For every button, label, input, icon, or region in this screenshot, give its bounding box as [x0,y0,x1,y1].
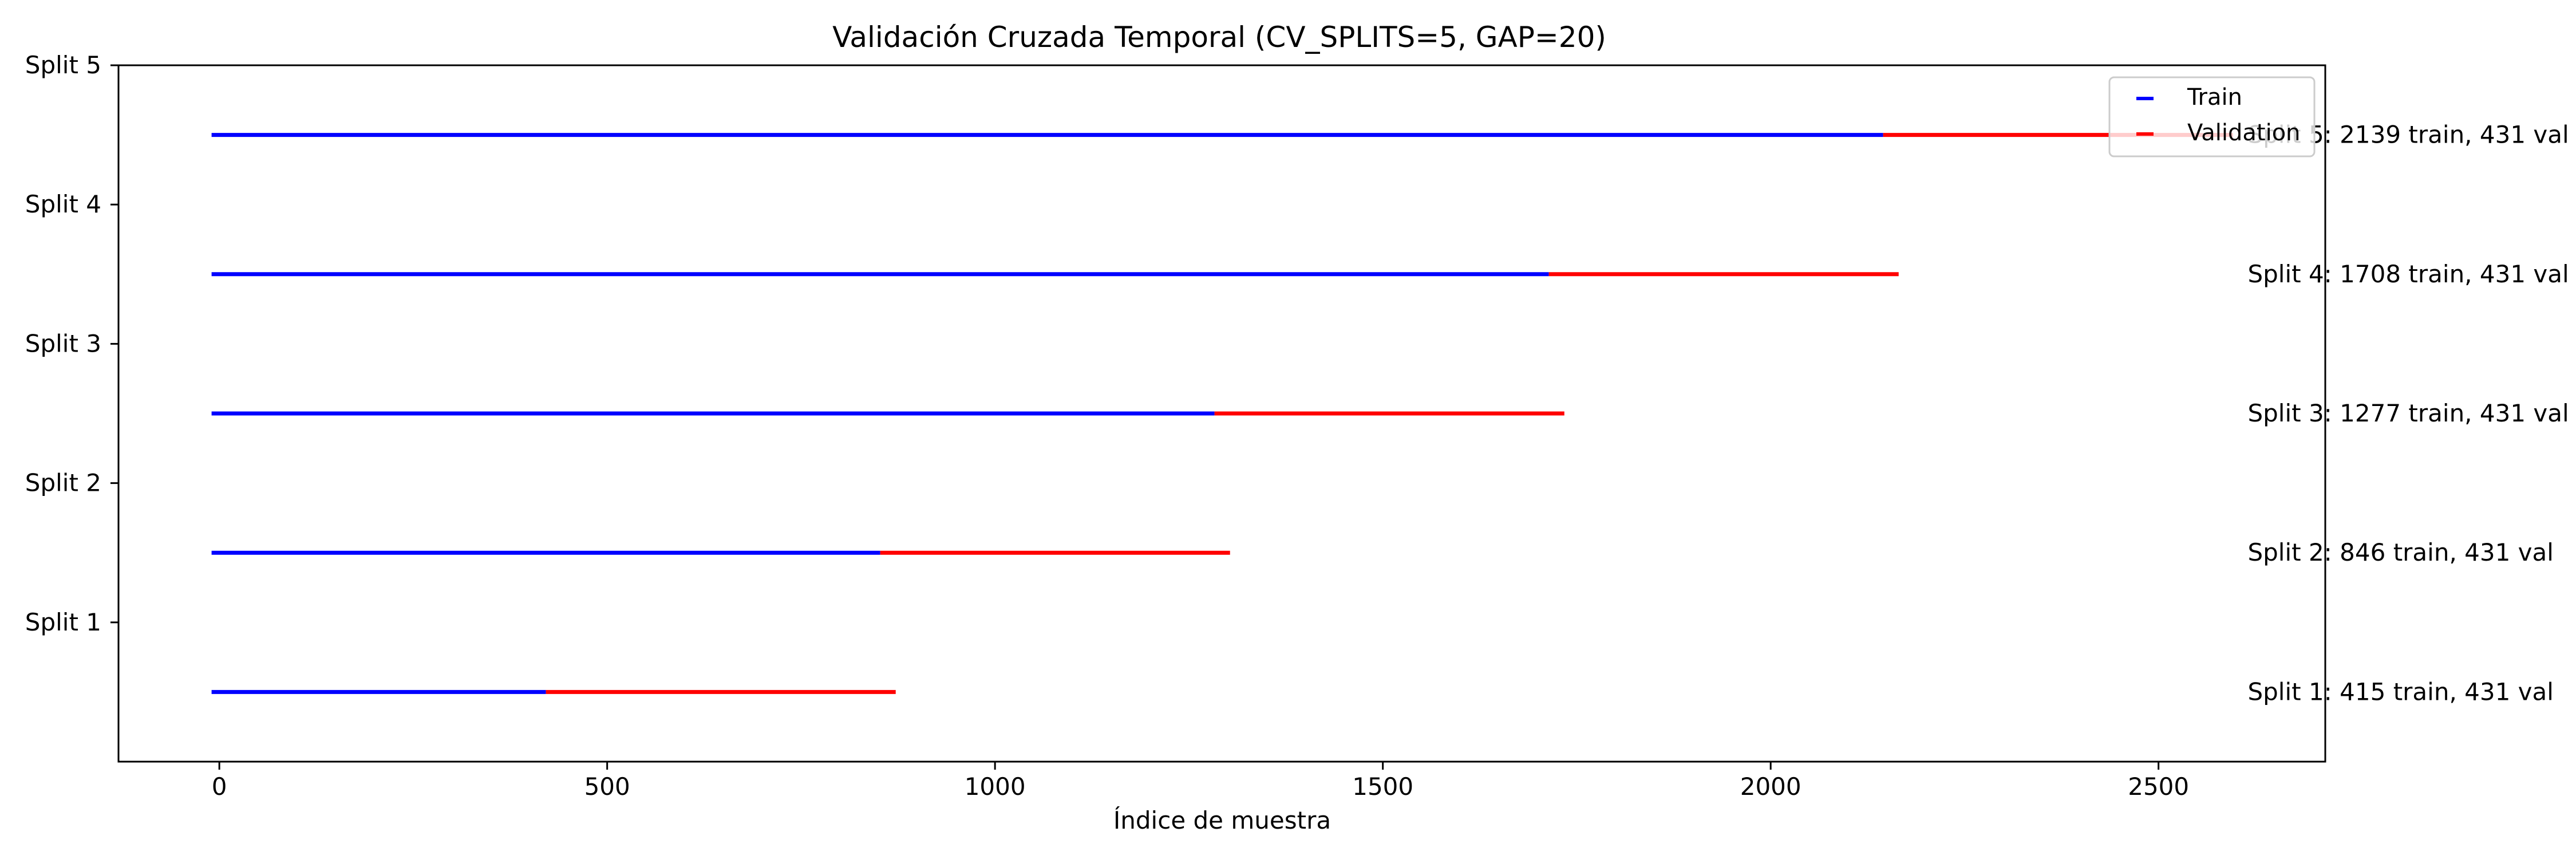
legend-validation-label: Validation [2187,120,2301,146]
x-tick-label: 1000 [965,773,1026,801]
split-annotations: Split 1: 415 train, 431 val Split 2: 846 … [2247,121,2569,706]
x-tick-label: 1500 [1352,773,1413,801]
y-axis-ticks: Split 1 Split 2 Split 3 Split 4 Split 5 [25,51,118,636]
plot-frame [117,64,2326,763]
split-annotation: Split 4: 1708 train, 431 val [2247,260,2569,288]
y-tick-label: Split 1 [25,608,101,636]
y-tick-label: Split 5 [25,51,101,79]
split-annotation: Split 1: 415 train, 431 val [2247,677,2553,706]
chart-title: Validación Cruzada Temporal (CV_SPLITS=5… [832,21,1606,54]
x-tick-label: 500 [584,773,630,801]
y-tick-label: Split 2 [25,469,101,497]
x-axis-ticks: 0 500 1000 1500 2000 2500 [212,762,2189,801]
x-tick-label: 2500 [2128,773,2189,801]
y-tick-label: Split 4 [25,190,101,218]
x-axis-label: Índice de muestra [1113,806,1331,834]
plot-marks [211,133,2233,694]
split-annotation: Split 3: 1277 train, 431 val [2247,399,2569,427]
x-tick-label: 0 [212,773,227,801]
x-tick-label: 2000 [1740,773,1801,801]
legend-train-label: Train [2187,84,2242,111]
split-annotation: Split 2: 846 train, 431 val [2247,538,2553,566]
y-tick-label: Split 3 [25,329,101,357]
legend-box [2108,76,2316,157]
legend: Train Validation [2108,76,2316,157]
